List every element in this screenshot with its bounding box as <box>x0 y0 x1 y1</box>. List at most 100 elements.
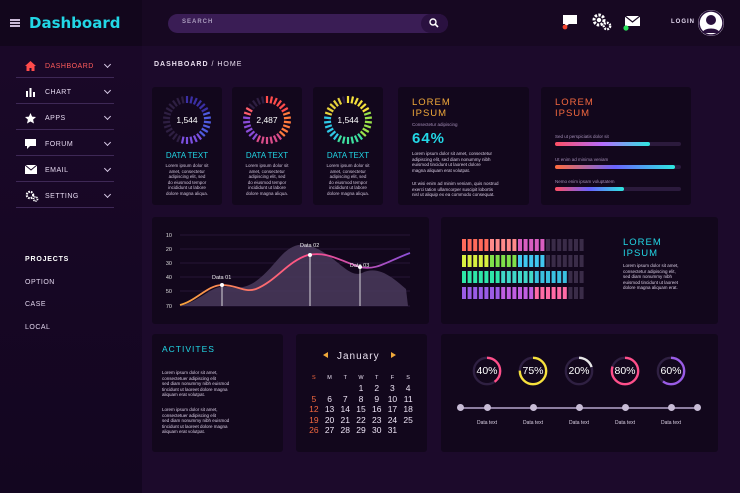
gears-icon <box>25 190 39 202</box>
timeline-dot[interactable] <box>668 404 675 411</box>
calendar-day[interactable]: 22 <box>356 414 366 425</box>
calendar-day[interactable]: 12 <box>309 404 319 414</box>
calendar-day[interactable]: 3 <box>390 383 395 393</box>
annotation-label: Data 01 <box>212 275 231 281</box>
timeline-dot[interactable] <box>530 404 537 411</box>
donut-segment <box>198 103 206 110</box>
calendar-day[interactable]: 25 <box>403 414 413 425</box>
calendar-day[interactable]: 24 <box>387 414 398 425</box>
calendar-day[interactable]: 2 <box>374 383 380 393</box>
donut-segment <box>363 111 372 116</box>
data-point[interactable] <box>220 283 224 287</box>
donut-segment <box>202 124 211 129</box>
calendar-dow: S <box>312 375 316 381</box>
sidebar-item-dashboard[interactable]: DASHBOARD <box>16 52 114 78</box>
progress-fill <box>555 187 625 191</box>
calendar-day[interactable]: 19 <box>309 414 319 425</box>
calendar-day[interactable]: 21 <box>340 414 351 425</box>
calendar-day[interactable]: 15 <box>356 404 366 414</box>
calendar-day[interactable]: 6 <box>327 393 332 404</box>
calendar-day[interactable]: 28 <box>340 425 351 435</box>
timeline-dot[interactable] <box>576 404 583 411</box>
calendar-day[interactable]: 4 <box>405 383 411 393</box>
calendar-day[interactable] <box>306 383 322 394</box>
calendar-day[interactable]: 26 <box>309 425 319 435</box>
calendar-day[interactable]: 14 <box>340 404 351 414</box>
gauge-label: Data text <box>614 420 635 426</box>
donut-segment <box>192 135 198 143</box>
lorem-card-subtitle: Consectetur adipiscing <box>412 122 458 127</box>
calendar-day[interactable]: 17 <box>387 404 398 414</box>
calendar-day[interactable]: 16 <box>371 404 382 414</box>
donut-segment <box>243 116 251 120</box>
donut-segment <box>362 127 370 133</box>
calendar-day[interactable]: 30 <box>371 425 382 435</box>
calendar-day[interactable]: 1 <box>358 383 364 393</box>
calendar-day[interactable]: 10 <box>387 393 398 404</box>
calendar-day[interactable]: 5 <box>311 393 317 404</box>
login-label[interactable]: LOGIN <box>671 19 695 25</box>
donut-segment <box>189 136 194 144</box>
calendar-day[interactable] <box>400 425 416 436</box>
chevron-down-icon <box>103 164 112 173</box>
prev-month-icon[interactable] <box>323 352 328 358</box>
bar-segment <box>501 255 506 267</box>
chat-icon[interactable] <box>561 13 579 31</box>
sidebar-item-apps[interactable]: APPS <box>16 104 114 130</box>
breadcrumb-separator: / <box>211 61 215 68</box>
sidebar-item-email[interactable]: EMAIL <box>16 156 114 182</box>
donut-chart: 1,544 <box>324 96 372 144</box>
bar-segment <box>562 287 567 299</box>
speech-bubble-icon <box>25 139 36 149</box>
donut-segment <box>172 99 178 107</box>
next-month-icon[interactable] <box>391 352 396 358</box>
mail-icon[interactable] <box>622 13 642 33</box>
donut-segment <box>276 133 282 141</box>
calendar-day[interactable] <box>322 383 338 394</box>
breadcrumb-section[interactable]: DASHBOARD <box>154 61 209 68</box>
gear-icon[interactable] <box>591 12 613 32</box>
timeline-dot[interactable] <box>484 404 491 411</box>
bar-segment <box>551 287 556 299</box>
project-link-local[interactable]: LOCAL <box>25 324 51 331</box>
stacked-bars-text: Lorem ipsum dolor sit amet, consectetur a… <box>623 263 679 291</box>
calendar-day[interactable]: 11 <box>403 393 413 404</box>
sidebar-item-setting[interactable]: SETTING <box>16 182 114 208</box>
calendar-day[interactable]: 20 <box>324 414 335 425</box>
avatar[interactable] <box>698 10 724 36</box>
hamburger-menu-icon[interactable] <box>10 19 20 27</box>
calendar-day[interactable]: 9 <box>374 393 380 404</box>
bar-segment <box>529 255 534 267</box>
calendar-day[interactable] <box>337 383 353 394</box>
calendar-day[interactable]: 13 <box>324 404 335 414</box>
timeline-dot[interactable] <box>457 404 464 411</box>
timeline-dot[interactable] <box>622 404 629 411</box>
search-button[interactable] <box>421 14 448 33</box>
calendar-day[interactable]: 29 <box>356 425 366 435</box>
bar-segment <box>523 271 528 283</box>
bar-segment <box>529 287 534 299</box>
breadcrumb: DASHBOARD / HOME <box>154 61 242 68</box>
bar-segment <box>495 271 500 283</box>
donut-card-3: 1,544 DATA TEXT Lorem ipsum dolor sit ame… <box>313 87 383 205</box>
calendar-day[interactable]: 27 <box>324 425 335 435</box>
timeline-dot[interactable] <box>694 404 701 411</box>
calendar-day[interactable]: 8 <box>358 393 364 404</box>
sidebar-item-forum[interactable]: FORUM <box>16 130 114 156</box>
lorem-card-percent: LOREM IPSUM Consectetur adipiscing 64% Lo… <box>398 87 529 205</box>
project-link-option[interactable]: OPTION <box>25 279 55 286</box>
calendar-day[interactable]: 7 <box>342 393 348 404</box>
annotation-label: Data 02 <box>300 243 319 249</box>
calendar-day[interactable]: 18 <box>403 404 413 414</box>
data-point[interactable] <box>358 265 362 269</box>
progress-label: Ut enim ad minima veniam <box>555 157 609 162</box>
calendar-day[interactable]: 23 <box>371 414 382 425</box>
calendar-day[interactable]: 31 <box>387 425 398 435</box>
sidebar-item-chart[interactable]: CHART <box>16 78 114 104</box>
donut-segment <box>359 130 367 137</box>
bar-segment <box>518 287 522 299</box>
data-point[interactable] <box>308 253 312 257</box>
bar-segment <box>512 255 517 267</box>
project-link-case[interactable]: CASE <box>25 301 47 308</box>
search-input[interactable]: SEARCH <box>168 14 448 33</box>
